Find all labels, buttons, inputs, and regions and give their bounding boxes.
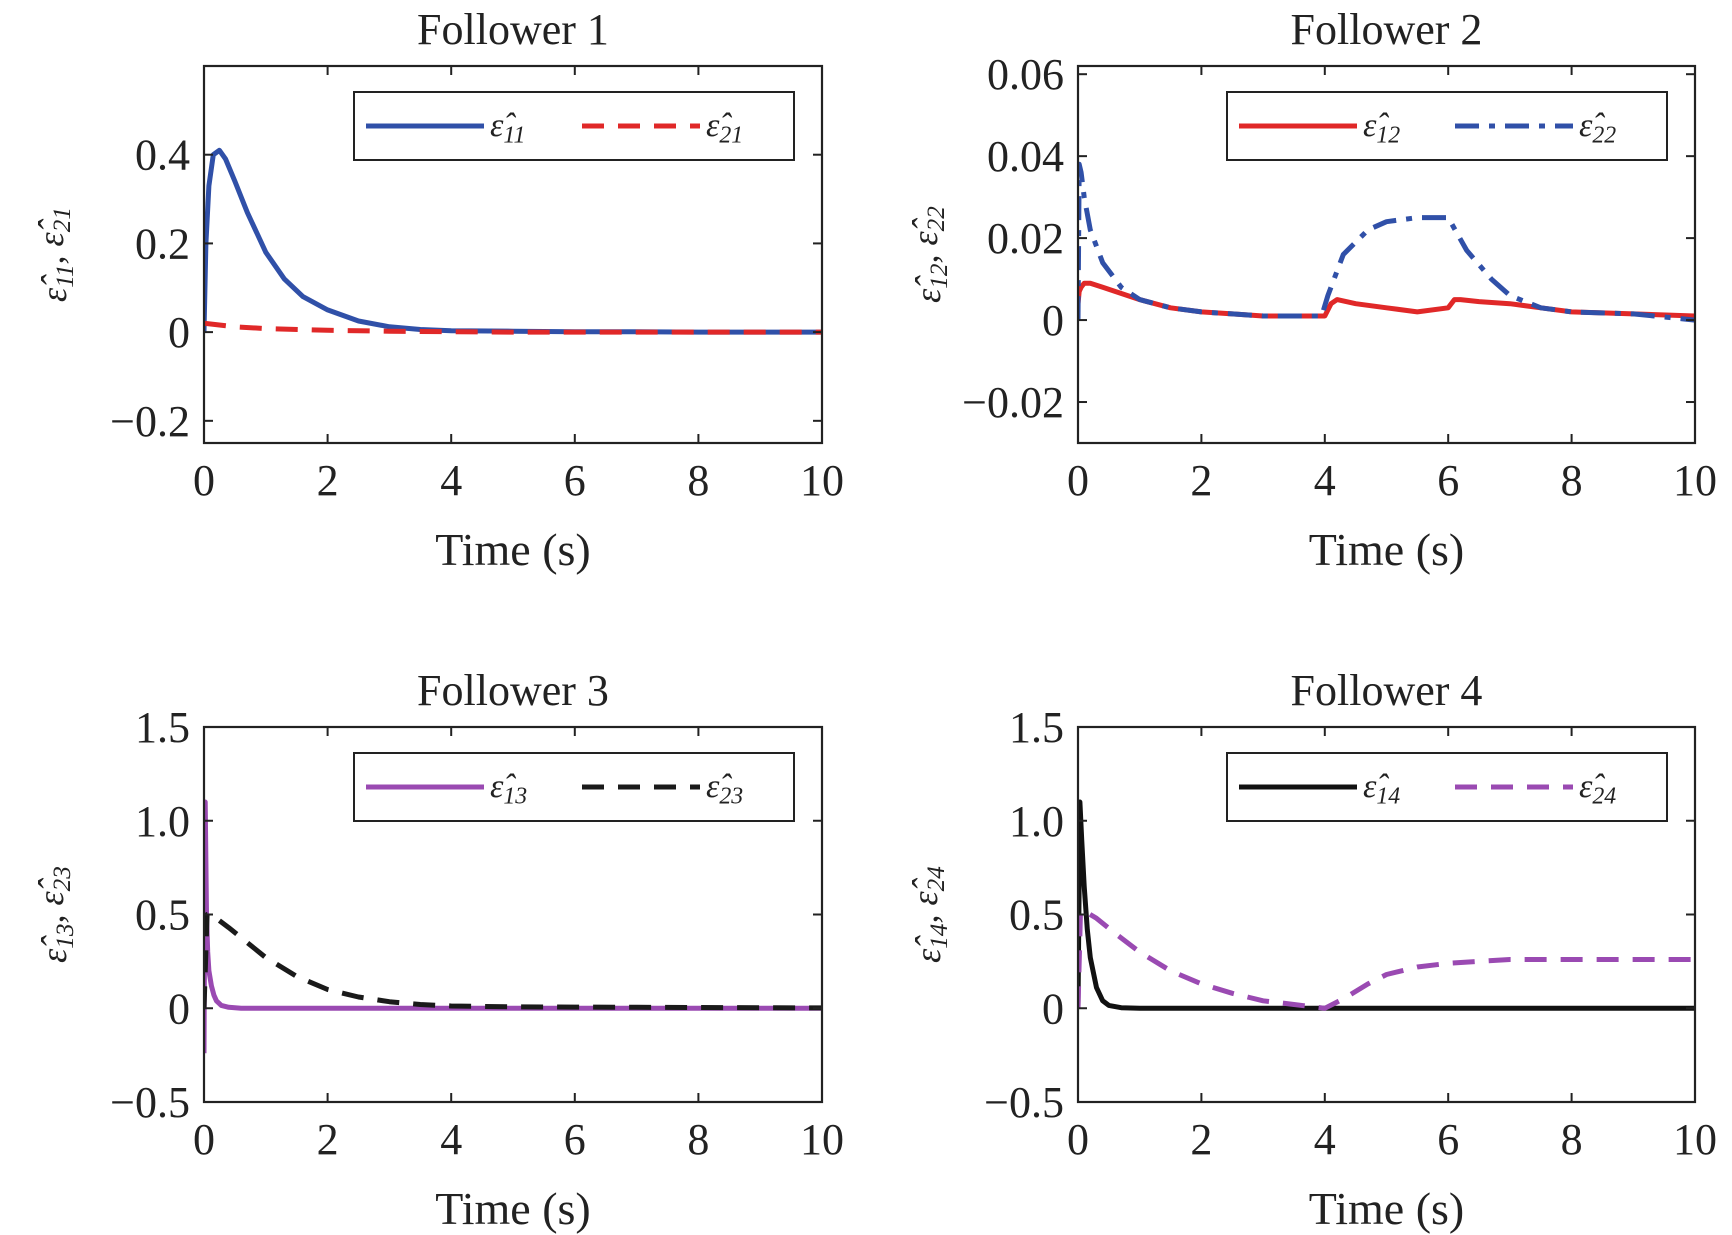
series-line-3-2: [204, 912, 822, 1011]
legend: ε̂12 ε̂22: [1226, 91, 1668, 161]
legend: ε̂13 ε̂23: [353, 752, 795, 822]
y-tick-label: 0.5: [1009, 891, 1064, 940]
y-tick-label: −0.02: [962, 378, 1064, 427]
y-tick-label: −0.5: [110, 1078, 190, 1127]
x-tick-label: 4: [440, 456, 462, 505]
legend-label: ε̂21: [706, 107, 743, 149]
x-tick-label: 0: [193, 1115, 215, 1164]
y-axis-label: ε̂12, ε̂22: [905, 206, 953, 303]
series-line-2-2: [1078, 161, 1695, 323]
series-line-2-1: [1078, 280, 1695, 319]
y-tick-label: 1.5: [1009, 703, 1064, 752]
y-tick-label: 0: [1042, 296, 1064, 345]
y-tick-label: 0.04: [987, 132, 1064, 181]
x-tick-label: 10: [800, 456, 844, 505]
x-tick-label: 4: [1314, 1115, 1336, 1164]
chart-title: Follower 3: [417, 666, 609, 715]
x-tick-label: 4: [440, 1115, 462, 1164]
y-tick-label: 1.0: [1009, 797, 1064, 846]
x-tick-label: 10: [800, 1115, 844, 1164]
y-axis-label: ε̂11, ε̂21: [31, 207, 79, 302]
legend-label: ε̂13: [490, 768, 527, 810]
y-tick-label: 0.5: [135, 891, 190, 940]
y-tick-label: 0.06: [987, 50, 1064, 99]
y-tick-label: 0: [168, 984, 190, 1033]
x-tick-label: 6: [564, 1115, 586, 1164]
y-tick-label: 0.2: [135, 219, 190, 268]
x-tick-label: 0: [1067, 456, 1089, 505]
x-tick-label: 10: [1673, 456, 1717, 505]
x-tick-label: 6: [1437, 456, 1459, 505]
y-tick-label: 0: [1042, 984, 1064, 1033]
series-line-4-2: [1078, 908, 1695, 1011]
x-tick-label: 8: [1561, 1115, 1583, 1164]
x-tick-label: 2: [317, 456, 339, 505]
y-tick-label: 1.5: [135, 703, 190, 752]
chart-title: Follower 1: [417, 5, 609, 54]
x-tick-label: 6: [1437, 1115, 1459, 1164]
x-axis-label: Time (s): [1309, 1183, 1465, 1234]
y-axis-label: ε̂13, ε̂23: [31, 866, 79, 963]
legend-label: ε̂22: [1579, 107, 1616, 149]
legend: ε̂11 ε̂21: [353, 91, 795, 161]
x-tick-label: 8: [687, 456, 709, 505]
x-tick-label: 6: [564, 456, 586, 505]
x-tick-label: 2: [1190, 456, 1212, 505]
series-line-1-1: [204, 147, 822, 335]
y-tick-label: −0.5: [984, 1078, 1064, 1127]
series-line-3-1: [204, 799, 822, 1054]
x-tick-label: 2: [317, 1115, 339, 1164]
y-tick-label: −0.2: [110, 397, 190, 446]
y-tick-label: 0.02: [987, 214, 1064, 263]
legend-label: ε̂24: [1579, 768, 1616, 810]
x-axis-label: Time (s): [435, 1183, 591, 1234]
legend: ε̂14 ε̂24: [1226, 752, 1668, 822]
axes-box-1: [202, 64, 824, 445]
x-tick-label: 0: [1067, 1115, 1089, 1164]
y-tick-label: 1.0: [135, 797, 190, 846]
x-axis-label: Time (s): [435, 524, 591, 575]
chart-title: Follower 4: [1291, 666, 1483, 715]
y-tick-label: 0: [168, 308, 190, 357]
series-line-4-1: [1078, 799, 1695, 1011]
x-tick-label: 0: [193, 456, 215, 505]
y-tick-label: 0.4: [135, 131, 190, 180]
x-tick-label: 8: [687, 1115, 709, 1164]
y-axis-label: ε̂14, ε̂24: [905, 866, 953, 963]
x-tick-label: 8: [1561, 456, 1583, 505]
x-axis-label: Time (s): [1309, 524, 1465, 575]
series-line-1-2: [204, 320, 822, 335]
chart-title: Follower 2: [1291, 5, 1483, 54]
x-tick-label: 10: [1673, 1115, 1717, 1164]
axes-box-2: [1076, 64, 1697, 445]
x-tick-label: 4: [1314, 456, 1336, 505]
x-tick-label: 2: [1190, 1115, 1212, 1164]
